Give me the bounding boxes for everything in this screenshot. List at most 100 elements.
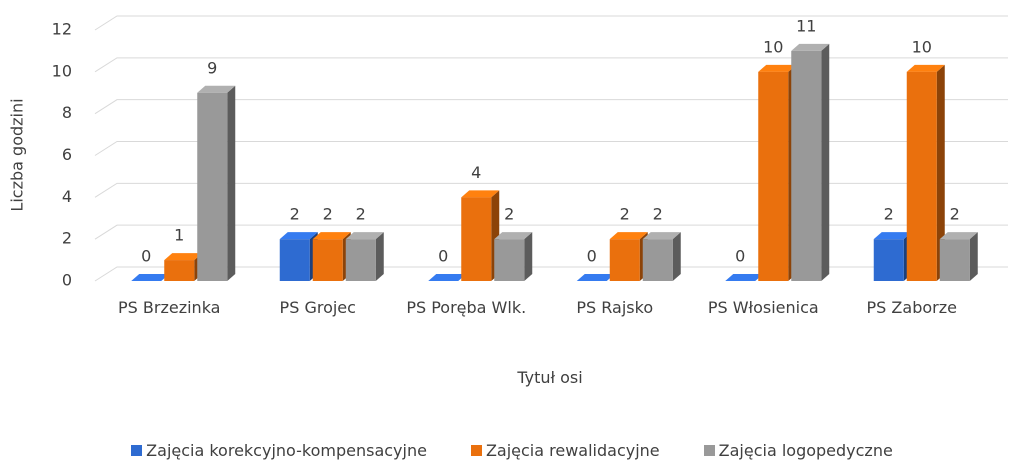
bar-front [461, 197, 492, 281]
bar [576, 274, 615, 281]
bar-front [279, 239, 310, 281]
grid-line [94, 182, 1008, 198]
data-label: 11 [796, 16, 816, 35]
legend-item: Zajęcia logopedyczne [703, 441, 893, 460]
bar-side [821, 43, 830, 281]
y-tick-label: 4 [62, 187, 72, 206]
bar-top [164, 253, 203, 261]
bar [312, 232, 351, 281]
bar-front [312, 239, 343, 281]
bar-top [494, 232, 533, 240]
x-tick-label: PS Zaborze [866, 298, 957, 317]
bar-side [375, 232, 384, 281]
data-label: 2 [653, 205, 663, 224]
bar [939, 232, 978, 281]
data-label: 0 [735, 247, 745, 266]
bar [873, 232, 912, 281]
bar-front [939, 239, 970, 281]
grid-line [94, 99, 1008, 115]
bar-front [164, 260, 195, 281]
bar-side [524, 232, 533, 281]
data-label: 2 [323, 205, 333, 224]
bar-top [906, 64, 945, 72]
grid-line [94, 141, 1008, 156]
bar-front [494, 239, 525, 281]
bar-top [279, 232, 318, 240]
data-label: 0 [141, 247, 151, 266]
data-label: 2 [884, 205, 894, 224]
grid-line [94, 224, 1008, 240]
legend-label: Zajęcia korekcyjno-kompensacyjne [146, 441, 427, 460]
legend: Zajęcia korekcyjno-kompensacyjne Zajęcia … [0, 441, 1024, 460]
bar-top [461, 190, 500, 198]
y-tick-label: 6 [62, 145, 72, 164]
data-label: 10 [912, 37, 932, 56]
legend-swatch [470, 445, 482, 456]
bar-side [672, 232, 681, 281]
data-label: 1 [174, 226, 184, 245]
bar-top [428, 274, 467, 281]
bar [758, 64, 797, 281]
bar-front [197, 92, 228, 281]
bar-top [873, 232, 912, 240]
bar-top [345, 232, 384, 240]
data-label: 0 [587, 247, 597, 266]
bar [197, 85, 236, 281]
bar [345, 232, 384, 281]
y-tick-label: 10 [52, 61, 72, 80]
data-label: 9 [207, 58, 217, 77]
bar-front [906, 71, 937, 281]
data-label: 2 [290, 205, 300, 224]
bar-top [939, 232, 978, 240]
bar-side [227, 85, 236, 281]
bar-front [873, 239, 904, 281]
bar [791, 43, 830, 281]
data-label: 2 [620, 205, 630, 224]
grid-line [94, 57, 1008, 73]
data-label: 0 [438, 247, 448, 266]
bar [461, 190, 500, 281]
bar [164, 253, 203, 281]
legend-label: Zajęcia rewalidacyjne [485, 441, 660, 460]
x-tick-label: PS Brzezinka [118, 298, 221, 317]
legend-item: Zajęcia rewalidacyjne [470, 441, 660, 460]
bar-front [791, 50, 822, 281]
bar [428, 274, 467, 281]
data-label: 10 [763, 37, 783, 56]
y-tick-label: 12 [52, 20, 72, 39]
legend-swatch [703, 445, 715, 456]
bar-top [197, 85, 236, 93]
bar-front [642, 239, 673, 281]
bar [725, 274, 764, 281]
bar-side [969, 232, 978, 281]
bar [609, 232, 648, 281]
data-label: 2 [356, 205, 366, 224]
bar-top [758, 64, 797, 72]
bar-front [758, 71, 789, 281]
bar [642, 232, 681, 281]
legend-label: Zajęcia logopedyczne [718, 441, 893, 460]
x-axis-title: Tytuł osi [517, 368, 583, 387]
bar-top [725, 274, 764, 281]
bar-top [791, 43, 830, 51]
x-tick-label: PS Włosienica [707, 298, 819, 317]
bar [906, 64, 945, 281]
y-axis-title: Liczba godzini [8, 98, 27, 211]
x-tick-label: PS Rajsko [576, 298, 654, 317]
bar-top [609, 232, 648, 240]
bar-top [576, 274, 615, 281]
bar-top [642, 232, 681, 240]
data-label: 2 [504, 205, 514, 224]
bar-top [312, 232, 351, 240]
bar [131, 274, 170, 281]
bar-top [131, 274, 170, 281]
bar-front [609, 239, 640, 281]
y-tick-label: 0 [62, 271, 72, 290]
grid-line [94, 15, 1008, 31]
legend-swatch [131, 445, 143, 456]
bar [279, 232, 318, 281]
bar [494, 232, 533, 281]
grid-line [94, 266, 1008, 282]
x-tick-label: PS Poręba Wlk. [406, 298, 527, 317]
